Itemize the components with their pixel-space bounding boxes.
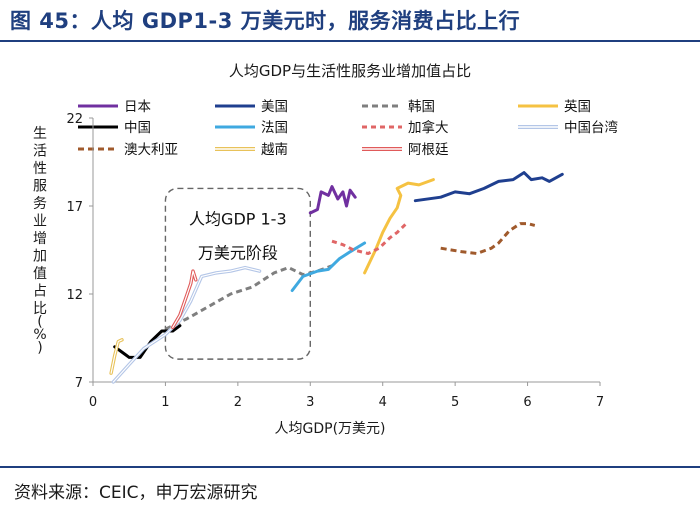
x-tick-label: 5 (451, 395, 459, 410)
series-0-line (308, 185, 357, 215)
bottom-divider (0, 466, 700, 468)
series-7-line-inner (112, 267, 261, 383)
y-tick-label: 22 (66, 112, 83, 127)
chart-title: 人均GDP与生活性服务业增加值占比 (229, 62, 471, 80)
plot-series (109, 171, 564, 384)
y-tick-label: 12 (66, 288, 83, 303)
legend-label-0: 日本 (124, 99, 151, 115)
legend-label-7: 中国台湾 (564, 119, 618, 136)
series-10-line-inner (172, 270, 197, 328)
series-3-line (363, 178, 435, 275)
x-tick-label: 3 (306, 395, 314, 410)
legend-label-9: 越南 (261, 142, 288, 158)
y-tick-label: 17 (66, 200, 83, 215)
annotation-box: 人均GDP 1-3 万美元阶段 (164, 187, 311, 360)
figure-title: 图 45：人均 GDP1-3 万美元时，服务消费占比上行 (10, 9, 521, 33)
y-tick-label: 7 (75, 376, 83, 391)
series-7-line-outer (111, 265, 262, 384)
annotation-line-1: 人均GDP 1-3 (189, 209, 287, 228)
y-axis-label: 生活性服务业增加值占比(%) (33, 126, 47, 356)
x-tick-label: 6 (523, 395, 531, 410)
legend-label-10: 阿根廷 (408, 142, 449, 158)
series-8-line (440, 222, 536, 255)
series-9-line-inner (110, 339, 123, 374)
x-tick-label: 1 (161, 395, 169, 410)
legend-label-3: 英国 (564, 98, 591, 115)
x-axis-label: 人均GDP(万美元) (275, 421, 386, 437)
legend-label-8: 澳大利亚 (124, 142, 178, 158)
top-divider (0, 40, 700, 42)
legend-label-5: 法国 (261, 120, 288, 136)
y-axis-label-text: 生活性服务业增加值占比(%) (33, 126, 47, 356)
x-tick-label: 0 (89, 395, 97, 410)
series-6-line (331, 220, 410, 255)
legend-label-4: 中国 (124, 120, 151, 136)
legend-label-6: 加拿大 (408, 119, 449, 136)
x-tick-label: 4 (379, 395, 387, 410)
series-5-line (290, 241, 367, 292)
legend-label-1: 美国 (261, 99, 288, 115)
source-note: 资料来源：CEIC，申万宏源研究 (14, 483, 258, 503)
x-tick-label: 2 (234, 395, 242, 410)
x-tick-label: 7 (596, 395, 604, 410)
series-1-line (413, 171, 564, 203)
legend-label-2: 韩国 (408, 99, 435, 115)
annotation-line-2: 万美元阶段 (198, 243, 278, 262)
